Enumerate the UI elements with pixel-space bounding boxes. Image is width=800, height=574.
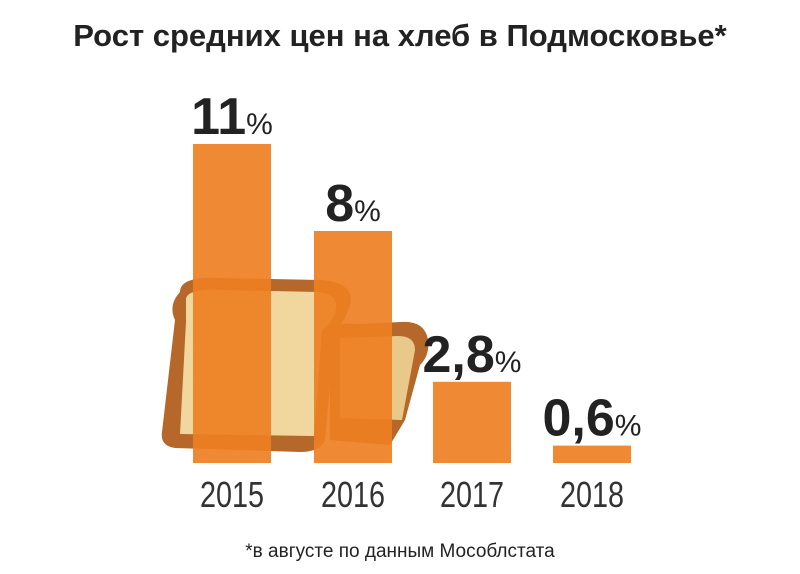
bar — [433, 381, 511, 463]
value-label: 8% — [325, 175, 381, 233]
x-tick-label: 2017 — [440, 474, 504, 515]
bar — [193, 144, 271, 463]
bar — [553, 445, 631, 463]
x-tick-label: 2015 — [200, 474, 264, 515]
bar — [314, 231, 392, 463]
x-tick-label: 2016 — [321, 474, 385, 515]
value-label: 2,8% — [423, 326, 522, 384]
chart-title: Рост средних цен на хлеб в Подмосковье* — [73, 18, 727, 53]
value-label: 0,6% — [543, 390, 642, 448]
value-label: 11% — [191, 88, 273, 146]
footnote: *в августе по данным Мособлстата — [245, 541, 555, 562]
x-tick-label: 2018 — [560, 474, 624, 515]
